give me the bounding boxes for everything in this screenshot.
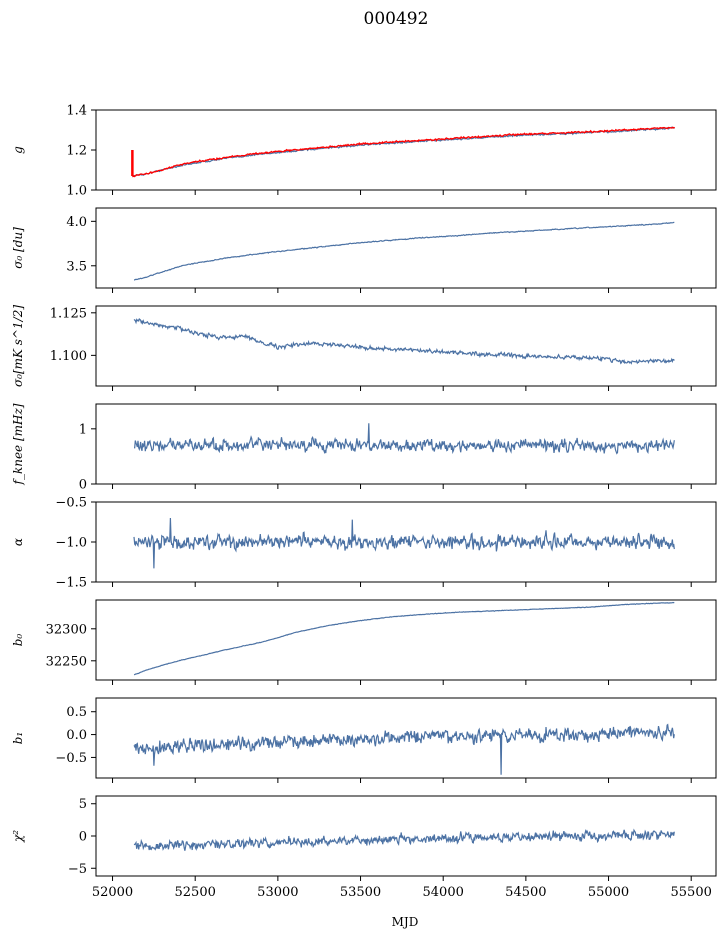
- y-axis-label-7: b₁: [11, 732, 25, 745]
- series-line-4-1: [134, 423, 675, 455]
- x-axis-label: MJD: [392, 915, 419, 929]
- panel-4: 0 1 f_knee [mHz]: [11, 403, 717, 493]
- x-tick-label: 54000: [423, 885, 464, 900]
- y-tick-label: 4.0: [66, 215, 87, 230]
- y-tick-label: 32300: [46, 622, 87, 637]
- y-tick-label: −1.5: [55, 576, 87, 591]
- panel-frame-1: [95, 109, 717, 191]
- panel-7: −0.5 0.0 0.5 b₁: [11, 697, 717, 783]
- y-tick-label: −5: [68, 862, 87, 877]
- y-axis-label-5: α: [11, 538, 25, 546]
- y-axis-label-8: χ²: [11, 830, 25, 843]
- panel-frame-2: [95, 207, 717, 289]
- figure-title: 000492: [364, 9, 429, 29]
- panel-6: 32250 32300 b₀: [11, 599, 717, 685]
- series-line-1-1: [132, 126, 676, 178]
- x-tick-label: 53000: [257, 885, 298, 900]
- panel-3: 1.100 1.125 σ₀[mK s^1/2]: [11, 305, 717, 391]
- panel-frame-3: [95, 305, 717, 387]
- series-line-2-1: [134, 221, 675, 281]
- panel-5: −1.5 −1.0 −0.5 α: [11, 496, 717, 591]
- y-tick-label: 1: [79, 422, 87, 437]
- y-tick-label: 3.5: [66, 259, 87, 274]
- y-tick-label: 1.125: [50, 306, 87, 321]
- x-tick-label: 52500: [175, 885, 216, 900]
- y-axis-label-4: f_knee [mHz]: [11, 403, 25, 485]
- y-axis-label-6: b₀: [11, 634, 25, 647]
- panel-frame-6: [95, 599, 717, 681]
- series-line-3-1: [133, 317, 675, 365]
- y-axis-label-1: g: [11, 146, 25, 154]
- y-tick-label: −0.5: [55, 751, 87, 766]
- x-tick-label: 52000: [92, 885, 133, 900]
- series-line-6-1: [133, 601, 675, 676]
- series-line-1-2: [132, 126, 676, 178]
- panel-2: 3.5 4.0 σ₀ [du]: [11, 207, 717, 293]
- y-tick-label: −1.0: [55, 536, 87, 551]
- panel-1: 1.0 1.2 1.4 g: [11, 104, 717, 199]
- panel-frame-8: [95, 795, 717, 877]
- panel-frame-7: [95, 697, 717, 779]
- x-tick-label: 55000: [588, 885, 629, 900]
- y-tick-label: −0.5: [55, 496, 87, 511]
- y-tick-label: 1.0: [66, 184, 87, 199]
- y-axis-label-3: σ₀[mK s^1/2]: [11, 305, 25, 387]
- y-tick-label: 0: [79, 830, 87, 845]
- y-axis-label-2: σ₀ [du]: [11, 227, 25, 269]
- y-tick-label: 32250: [46, 654, 87, 669]
- panel-8: −5 0 5 52000 52500 53000 53500 54000 54500 55000 5…: [11, 795, 717, 900]
- y-tick-label: 1.4: [66, 104, 87, 119]
- y-tick-label: 0.5: [66, 705, 87, 720]
- x-tick-label: 54500: [505, 885, 546, 900]
- y-tick-label: 1.100: [50, 349, 87, 364]
- x-tick-label: 53500: [340, 885, 381, 900]
- series-line-5-1: [133, 517, 675, 569]
- y-tick-label: 5: [79, 797, 87, 812]
- panel-frame-4: [95, 403, 717, 485]
- series-line-8-1: [133, 828, 675, 851]
- y-tick-label: 0: [79, 478, 87, 493]
- y-tick-label: 0.0: [66, 728, 87, 743]
- x-tick-label: 55500: [671, 885, 712, 900]
- series-line-7-1: [133, 723, 675, 775]
- panels: 1.0 1.2 1.4 g 3.5 4.0 σ₀ [du] 1.100 1.125 σ₀[mK s…: [11, 104, 717, 900]
- y-tick-label: 1.2: [66, 144, 87, 159]
